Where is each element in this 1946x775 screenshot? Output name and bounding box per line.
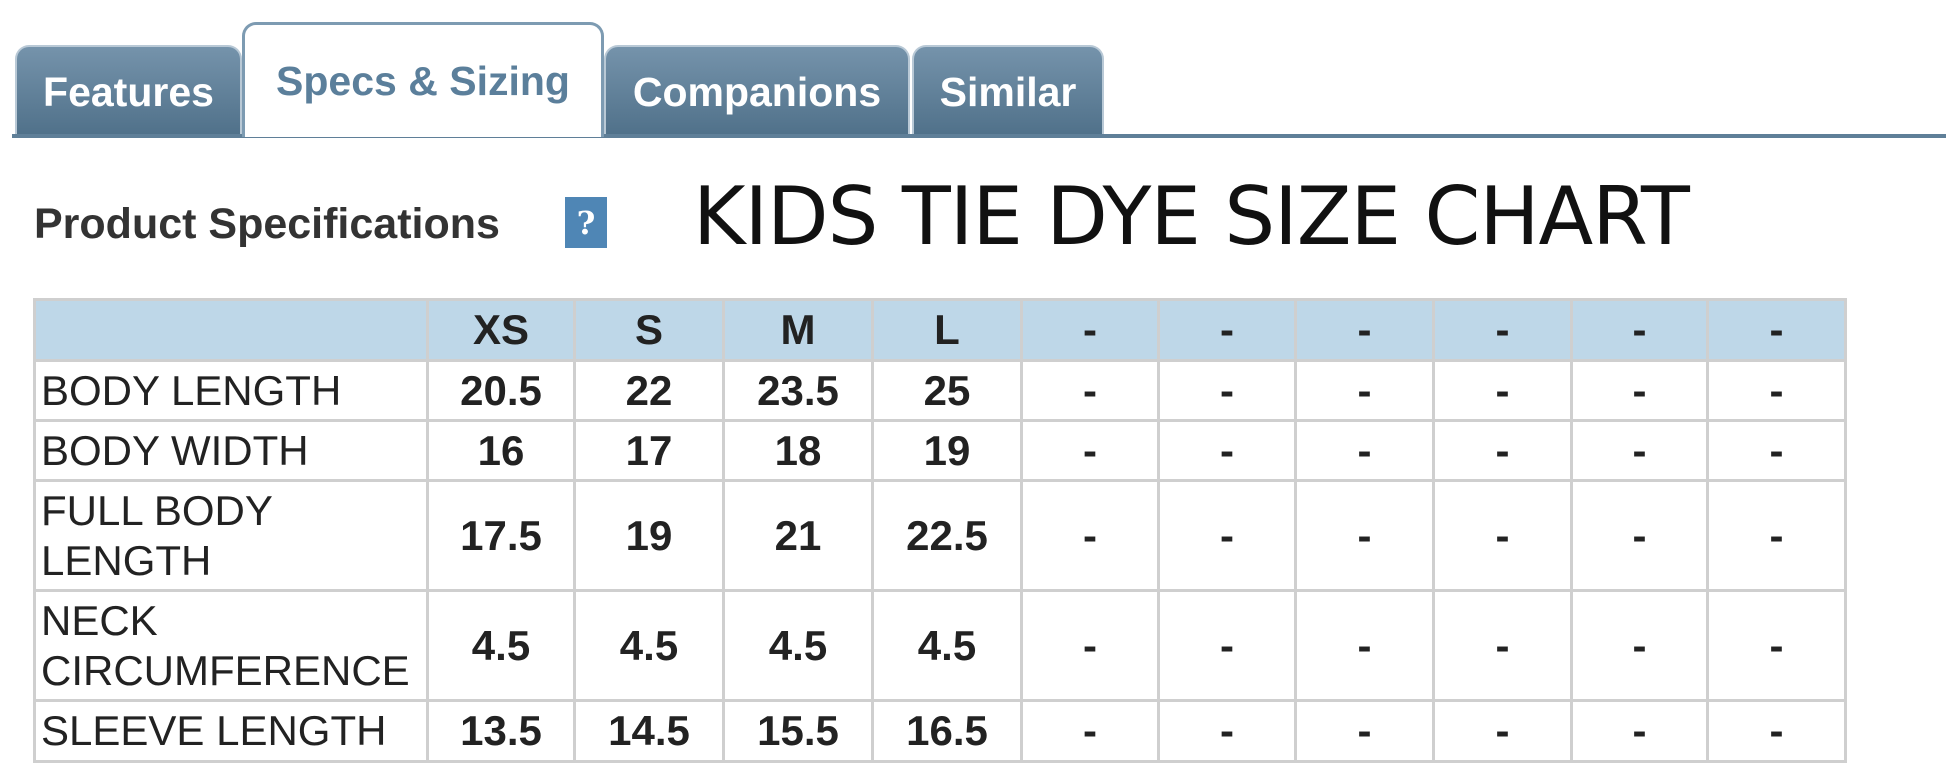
cell-value: -	[1432, 699, 1573, 763]
cell-value: -	[1294, 589, 1435, 702]
cell-value: -	[1570, 699, 1709, 763]
cell-value: 19	[871, 419, 1023, 482]
row-label: FULL BODY LENGTH	[33, 479, 429, 592]
cell-value: -	[1570, 479, 1709, 592]
cell-value: -	[1020, 479, 1160, 592]
cell-value: -	[1432, 419, 1573, 482]
cell-value: 21	[722, 479, 874, 592]
tab[interactable]: Features	[15, 45, 242, 137]
cell-value: -	[1706, 699, 1847, 763]
row-label: BODY LENGTH	[33, 359, 429, 422]
column-header: L	[871, 298, 1023, 362]
cell-value: 14.5	[573, 699, 725, 763]
section-title: Product Specifications	[34, 200, 500, 248]
cell-value: -	[1020, 589, 1160, 702]
cell-value: 13.5	[426, 699, 576, 763]
tab-underline	[12, 134, 1946, 138]
cell-value: -	[1706, 359, 1847, 422]
help-icon[interactable]: ?	[565, 197, 607, 248]
header-corner	[33, 298, 429, 362]
table-row: BODY LENGTH 20.5 22 23.5 25- - - - - -	[33, 359, 1847, 422]
column-header: -	[1706, 298, 1847, 362]
cell-value: -	[1294, 479, 1435, 592]
cell-value: -	[1294, 699, 1435, 763]
cell-value: 16.5	[871, 699, 1023, 763]
cell-value: 17.5	[426, 479, 576, 592]
row-label: NECK CIRCUMFERENCE	[33, 589, 429, 702]
cell-value: -	[1294, 359, 1435, 422]
tab-bar: Features Specs & Sizing Companions Similar	[0, 0, 1946, 140]
cell-value: 19	[573, 479, 725, 592]
cell-value: 20.5	[426, 359, 576, 422]
cell-value: -	[1294, 419, 1435, 482]
cell-value: 4.5	[573, 589, 725, 702]
cell-value: -	[1432, 359, 1573, 422]
cell-value: -	[1157, 419, 1297, 482]
table-row: BODY WIDTH 16 17 18 19- - - - - -	[33, 419, 1847, 482]
cell-value: -	[1432, 589, 1573, 702]
cell-value: 4.5	[426, 589, 576, 702]
row-label: BODY WIDTH	[33, 419, 429, 482]
cell-value: -	[1020, 359, 1160, 422]
cell-value: -	[1020, 419, 1160, 482]
tab[interactable]: Specs & Sizing	[242, 22, 604, 137]
cell-value: 4.5	[871, 589, 1023, 702]
heading: KIDS TIE DYE SIZE CHART	[693, 170, 1690, 263]
cell-value: 23.5	[722, 359, 874, 422]
cell-value: -	[1570, 359, 1709, 422]
column-header: -	[1570, 298, 1709, 362]
column-header: -	[1020, 298, 1160, 362]
cell-value: -	[1706, 589, 1847, 702]
cell-value: 18	[722, 419, 874, 482]
cell-value: -	[1157, 589, 1297, 702]
cell-value: -	[1157, 359, 1297, 422]
size-table: XS S M L - - - - - - BODY LENGTH 20.5 22 23.5 25- - - - -…	[33, 298, 1847, 763]
column-header: -	[1432, 298, 1573, 362]
column-header: M	[722, 298, 874, 362]
cell-value: -	[1157, 479, 1297, 592]
cell-value: -	[1020, 699, 1160, 763]
cell-value: 15.5	[722, 699, 874, 763]
cell-value: 25	[871, 359, 1023, 422]
column-header: S	[573, 298, 725, 362]
cell-value: 16	[426, 419, 576, 482]
column-header: XS	[426, 298, 576, 362]
cell-value: 22.5	[871, 479, 1023, 592]
table-row: SLEEVE LENGTH 13.5 14.5 15.5 16.5- - - - - -	[33, 699, 1847, 763]
cell-value: -	[1706, 419, 1847, 482]
row-label: SLEEVE LENGTH	[33, 699, 429, 763]
cell-value: 17	[573, 419, 725, 482]
cell-value: -	[1706, 479, 1847, 592]
table-row: NECK CIRCUMFERENCE 4.5 4.5 4.5 4.5- - - - - -	[33, 589, 1847, 702]
header-row: XS S M L - - - - - -	[33, 298, 1847, 362]
tab[interactable]: Companions	[604, 45, 910, 137]
cell-value: -	[1432, 479, 1573, 592]
column-header: -	[1294, 298, 1435, 362]
tab[interactable]: Similar	[912, 45, 1104, 137]
column-header: -	[1157, 298, 1297, 362]
cell-value: 4.5	[722, 589, 874, 702]
cell-value: -	[1570, 419, 1709, 482]
cell-value: -	[1570, 589, 1709, 702]
cell-value: 22	[573, 359, 725, 422]
cell-value: -	[1157, 699, 1297, 763]
table-row: FULL BODY LENGTH 17.5 19 21 22.5- - - - - -	[33, 479, 1847, 592]
